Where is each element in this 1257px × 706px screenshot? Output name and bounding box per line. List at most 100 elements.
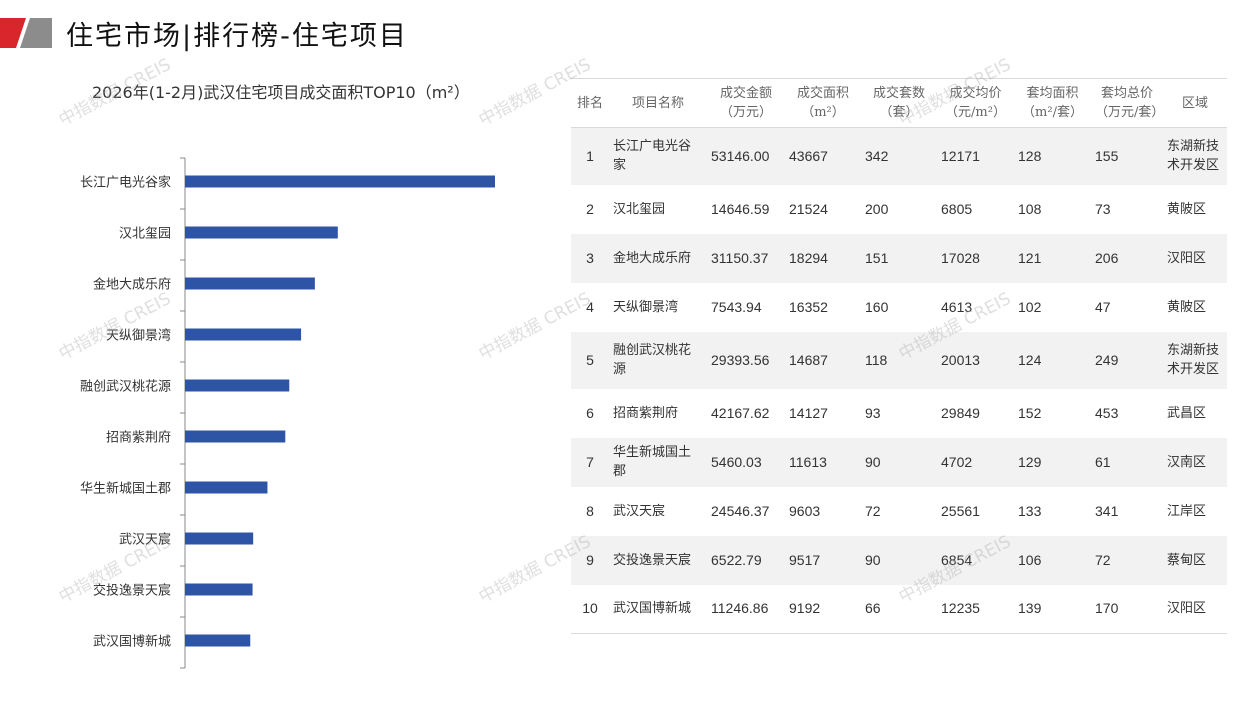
table-row: 6 招商紫荆府 42167.62 14127 93 29849 152 453 武昌区 (571, 389, 1227, 438)
table-cell: 121 (1014, 233, 1091, 283)
bar (185, 175, 495, 188)
chart-title: 2026年(1-2月)武汉住宅项目成交面积TOP10（m²） (92, 83, 470, 102)
table-row: 7 华生新城国土郡 5460.03 11613 90 4702 129 61 汉南区 (571, 437, 1227, 487)
table-cell: 160 (865, 298, 889, 315)
table-cell: 7543.94 (711, 298, 762, 315)
table-cell: 汉北玺园 (613, 201, 666, 217)
table-cell: 汉阳区 (1163, 584, 1227, 634)
table-cell: 124 (1014, 331, 1091, 389)
table-cell: 6854 (937, 535, 1014, 585)
table-row: 4 天纵御景湾 7543.94 16352 160 4613 102 47 黄陂区 (571, 283, 1227, 332)
bar (185, 430, 286, 443)
column-header: 成交均价 （元/m²） (937, 78, 1014, 128)
table-cell: 黄陂区 (1167, 201, 1207, 217)
page-title: 住宅市场|排行榜-住宅项目 (66, 21, 408, 52)
category-label: 长江广电光谷家 (80, 175, 171, 191)
column-header: 排名 (571, 78, 609, 128)
table-cell: 453 (1095, 404, 1119, 421)
table-cell: 3 (571, 233, 609, 283)
table-row: 10 武汉国博新城 11246.86 9192 66 12235 139 170 汉阳区 (571, 584, 1227, 634)
table-cell: 139 (1014, 584, 1091, 634)
table-cell: 蔡甸区 (1163, 535, 1227, 585)
table-cell: 华生新城国土郡 (609, 437, 707, 487)
table-cell: 20013 (937, 331, 1014, 389)
table-cell: 12235 (937, 584, 1014, 634)
table-cell: 29849 (941, 404, 980, 421)
table-cell: 4702 (937, 437, 1014, 487)
table-cell: 73 (1095, 200, 1111, 217)
category-label: 武汉国博新城 (93, 634, 171, 650)
table-cell: 11246.86 (707, 584, 785, 634)
table-cell: 206 (1091, 233, 1163, 283)
column-header: 套均总价 （万元/套） (1091, 78, 1164, 128)
column-header: 套均面积 （m²/套） (1014, 78, 1091, 128)
table-cell: 72 (865, 502, 881, 519)
table-cell: 341 (1095, 502, 1119, 519)
table-cell: 25561 (941, 502, 980, 519)
table-cell: 长江广电光谷家 (609, 127, 707, 185)
table-cell: 武汉天宸 (613, 503, 666, 519)
table-cell: 29393.56 (707, 331, 785, 389)
table-cell: 10 (571, 584, 609, 634)
table-cell: 61 (1091, 437, 1163, 487)
bar-chart: 长江广电光谷家汉北玺园金地大成乐府天纵御景湾融创武汉桃花源招商紫荆府华生新城国土… (80, 157, 495, 669)
table-cell: 6805 (941, 200, 973, 217)
table-cell: 53146.00 (707, 127, 785, 185)
bar (185, 379, 290, 392)
table-cell: 43667 (785, 127, 861, 185)
table-cell: 151 (861, 233, 937, 283)
category-label: 金地大成乐府 (93, 277, 171, 293)
table-cell: 黄陂区 (1167, 299, 1207, 315)
category-label: 招商紫荆府 (106, 430, 171, 446)
table-cell: 武昌区 (1167, 405, 1207, 421)
table-cell: 129 (1014, 437, 1091, 487)
table-cell: 47 (1095, 298, 1111, 315)
table-cell: 14127 (789, 404, 828, 421)
table-cell: 9603 (789, 502, 821, 519)
table-row: 2 汉北玺园 14646.59 21524 200 6805 108 73 黄陂区 (571, 185, 1227, 234)
bar (185, 634, 251, 647)
table-cell: 12171 (937, 127, 1014, 185)
table-cell: 108 (1018, 200, 1042, 217)
column-header: 成交套数 （套） (861, 78, 937, 128)
table-cell: 金地大成乐府 (609, 233, 707, 283)
table-cell: 17028 (937, 233, 1014, 283)
table-cell: 106 (1014, 535, 1091, 585)
table-cell: 14687 (785, 331, 861, 389)
table-row: 8 武汉天宸 24546.37 9603 72 25561 133 341 江岸区 (571, 487, 1227, 536)
table-cell: 东湖新技术开发区 (1163, 331, 1227, 389)
table-cell: 118 (861, 331, 937, 389)
table-cell: 90 (861, 535, 937, 585)
table-cell: 66 (861, 584, 937, 634)
table-cell: 18294 (785, 233, 861, 283)
table-cell: 14646.59 (711, 200, 770, 217)
table-cell: 融创武汉桃花源 (609, 331, 707, 389)
table-cell: 1 (571, 127, 609, 185)
table-cell: 7 (571, 437, 609, 487)
table-cell: 武汉国博新城 (609, 584, 707, 634)
category-label: 天纵御景湾 (106, 328, 171, 344)
category-label: 融创武汉桃花源 (80, 379, 171, 395)
table-header-row: 排名 项目名称 成交金额 （万元） 成交面积 （m²） 成交套数 （套） 成交均价 （元/m²）套… (571, 78, 1227, 128)
creis-logo-icon (0, 18, 52, 48)
table-cell: 9 (571, 535, 609, 585)
column-header: 项目名称 (609, 78, 707, 128)
table-cell: 招商紫荆府 (613, 405, 679, 421)
table-cell: 4 (586, 298, 594, 315)
ranking-table: 排名 项目名称 成交金额 （万元） 成交面积 （m²） 成交套数 （套） 成交均价 （元/m²）套… (571, 78, 1227, 634)
table-cell: 24546.37 (711, 502, 770, 519)
table-cell: 汉南区 (1163, 437, 1227, 487)
bar (185, 532, 254, 545)
table-cell: 90 (861, 437, 937, 487)
category-label: 武汉天宸 (119, 532, 171, 548)
table-cell: 6 (586, 404, 594, 421)
bar (185, 328, 302, 341)
table-cell: 93 (865, 404, 881, 421)
table-cell: 8 (586, 502, 594, 519)
table-cell: 102 (1018, 298, 1042, 315)
table-cell: 249 (1091, 331, 1163, 389)
table-cell: 170 (1091, 584, 1163, 634)
bar (185, 583, 253, 596)
ranking-table-container: 排名 项目名称 成交金额 （万元） 成交面积 （m²） 成交套数 （套） 成交均价 （元/m²）套… (571, 78, 1227, 634)
table-row: 9 交投逸景天宸 6522.79 9517 90 6854 106 72 蔡甸区 (571, 535, 1227, 585)
